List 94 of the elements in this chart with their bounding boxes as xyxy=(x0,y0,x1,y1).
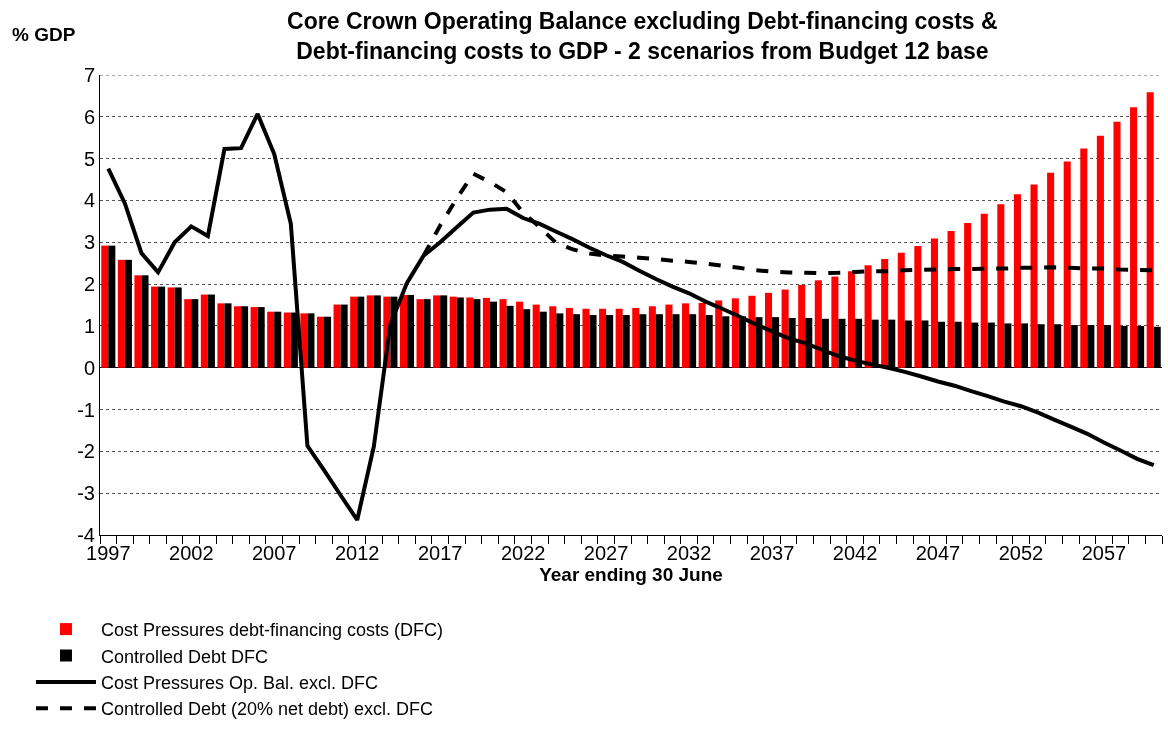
y-axis-title: % GDP xyxy=(12,24,76,45)
chart-title: Core Crown Operating Balance excluding Debt-financing costs & Debt-financing costs to GDP - 2 scenarios from Budget 12 base xyxy=(287,8,998,65)
bar xyxy=(532,304,540,368)
bar xyxy=(648,306,656,368)
bar xyxy=(416,299,424,368)
y-tick-label: -2 xyxy=(77,440,95,463)
bar xyxy=(582,308,590,368)
bar xyxy=(599,308,607,368)
legend-label: Cost Pressures debt-financing costs (DFC) xyxy=(100,620,444,641)
bar xyxy=(1013,194,1021,368)
legend-label: Cost Pressures Op. Bal. excl. DFC xyxy=(100,672,379,693)
x-tick-label: 2007 xyxy=(251,542,297,564)
y-tick-label: -3 xyxy=(77,482,95,505)
bar xyxy=(731,298,739,368)
bar xyxy=(897,252,905,368)
bar xyxy=(399,294,407,368)
bar xyxy=(433,295,441,368)
y-tick-label: -1 xyxy=(77,398,95,421)
bar xyxy=(283,312,291,368)
bar xyxy=(715,300,723,368)
bar xyxy=(881,259,889,368)
legend-label: Controlled Debt (20% net debt) excl. DFC xyxy=(100,699,434,720)
bar xyxy=(1146,92,1154,368)
bar xyxy=(1080,148,1088,368)
bar xyxy=(1096,135,1104,368)
x-axis-title: Year ending 30 June xyxy=(539,564,723,585)
bar xyxy=(1030,184,1038,368)
bar xyxy=(549,306,557,368)
bar xyxy=(682,303,690,368)
bar xyxy=(997,204,1005,368)
bar xyxy=(964,223,972,368)
x-tick-label: 2052 xyxy=(998,542,1044,564)
bar xyxy=(333,304,341,368)
bar xyxy=(847,271,856,368)
bar xyxy=(1130,107,1138,368)
x-tick-label: 2022 xyxy=(500,542,546,564)
x-tick-label: 2012 xyxy=(334,542,380,564)
bar xyxy=(888,319,896,368)
bar xyxy=(814,280,822,368)
x-tick-label: 2017 xyxy=(417,542,463,564)
bar xyxy=(316,316,325,368)
bar xyxy=(565,307,573,368)
bar xyxy=(914,246,922,368)
bar xyxy=(482,297,490,368)
bar xyxy=(117,259,125,368)
bar xyxy=(250,307,258,368)
bar xyxy=(615,308,623,368)
legend-label: Controlled Debt DFC xyxy=(100,646,269,667)
bar xyxy=(350,296,358,368)
y-tick-label: 3 xyxy=(83,231,95,254)
bar xyxy=(930,238,938,368)
bar xyxy=(499,299,507,368)
bar xyxy=(864,265,872,368)
bar xyxy=(217,303,225,368)
y-tick-label: 2 xyxy=(83,273,95,296)
bar xyxy=(466,297,474,368)
y-tick-label: 7 xyxy=(83,64,95,86)
y-tick-label: 1 xyxy=(83,314,95,337)
bar xyxy=(947,230,955,368)
bar xyxy=(980,213,988,368)
bar xyxy=(1063,161,1071,368)
bar xyxy=(871,319,879,368)
x-tick-label: 2047 xyxy=(915,542,961,564)
bar xyxy=(267,311,275,368)
y-tick-label: 4 xyxy=(83,189,95,212)
bar xyxy=(200,294,208,368)
bar xyxy=(1047,172,1055,368)
bar xyxy=(698,302,706,368)
x-tick-label: 2042 xyxy=(832,542,878,564)
bar xyxy=(1113,121,1121,368)
x-tick-label: 2032 xyxy=(666,542,712,564)
x-tick-label: 2057 xyxy=(1081,542,1127,564)
bar xyxy=(516,301,524,368)
bar xyxy=(366,295,374,368)
y-tick-label: 0 xyxy=(83,356,95,379)
bar xyxy=(632,307,640,368)
bar xyxy=(233,306,242,368)
bar xyxy=(798,284,806,368)
y-tick-label: 6 xyxy=(83,105,95,128)
bar xyxy=(764,292,773,368)
bar xyxy=(831,276,839,368)
bar xyxy=(781,289,789,368)
bar xyxy=(167,287,175,368)
bar xyxy=(134,275,142,368)
x-tick-label: 2002 xyxy=(169,542,214,564)
bar xyxy=(151,286,159,368)
bar xyxy=(748,295,756,368)
x-tick-label: 2027 xyxy=(583,542,629,564)
bar xyxy=(449,296,457,368)
x-tick-label: 2037 xyxy=(749,542,795,564)
bar xyxy=(101,245,109,368)
bar xyxy=(184,299,192,368)
bar xyxy=(665,304,673,368)
y-tick-label: 5 xyxy=(83,147,95,170)
